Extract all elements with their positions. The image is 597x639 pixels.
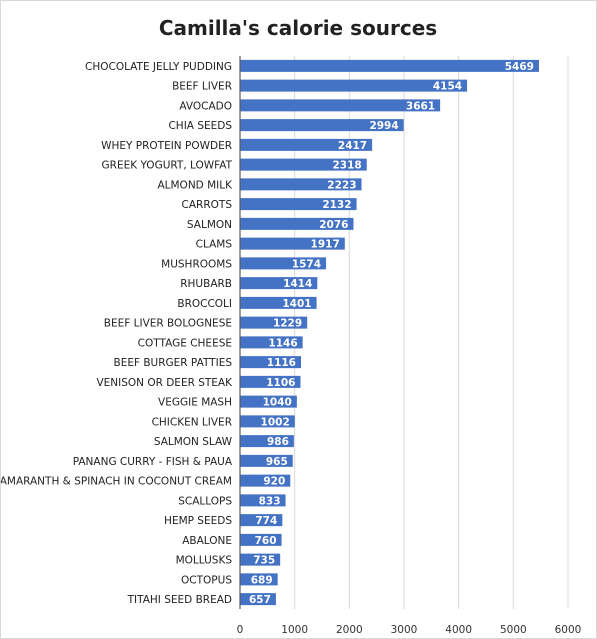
bar bbox=[240, 356, 302, 369]
category-label: PANANG CURRY - FISH & PAUA bbox=[73, 456, 233, 468]
data-label: 1146 bbox=[268, 337, 297, 349]
category-label: BEEF LIVER bbox=[172, 81, 232, 93]
data-label: 1229 bbox=[273, 318, 302, 330]
data-label: 5469 bbox=[505, 61, 534, 73]
bar bbox=[240, 514, 283, 527]
category-label: ABALONE bbox=[182, 535, 232, 547]
category-label: OCTOPUS bbox=[181, 574, 232, 586]
data-label: 2318 bbox=[332, 160, 361, 172]
bar bbox=[240, 119, 404, 132]
bar bbox=[240, 533, 282, 546]
category-label: ALMOND MILK bbox=[157, 179, 233, 191]
bar bbox=[240, 277, 318, 290]
bar bbox=[240, 217, 354, 230]
bar bbox=[240, 237, 345, 250]
x-tick-label: 2000 bbox=[336, 624, 363, 636]
data-label: 3661 bbox=[406, 100, 435, 112]
data-label: 2994 bbox=[369, 120, 398, 132]
category-label: COTTAGE CHEESE bbox=[138, 337, 232, 349]
bar bbox=[240, 553, 281, 566]
data-label: 2076 bbox=[319, 219, 348, 231]
data-label: 965 bbox=[266, 456, 288, 468]
category-label: GREEK YOGURT, LOWFAT bbox=[102, 160, 233, 172]
category-label: MUSHROOMS bbox=[161, 258, 232, 270]
data-label: 1116 bbox=[267, 357, 296, 369]
category-label: WHEY PROTEIN POWDER bbox=[101, 140, 232, 152]
bar bbox=[240, 316, 308, 329]
data-label: 920 bbox=[263, 476, 285, 488]
bar bbox=[240, 395, 297, 408]
bar bbox=[240, 257, 327, 270]
data-label: 1574 bbox=[292, 258, 321, 270]
data-label: 1106 bbox=[266, 377, 295, 389]
category-label: HEMP SEEDS bbox=[164, 515, 232, 527]
category-label: CARROTS bbox=[182, 199, 233, 211]
category-label: SCALLOPS bbox=[178, 495, 232, 507]
x-tick-label: 4000 bbox=[445, 624, 472, 636]
data-label: 2417 bbox=[338, 140, 367, 152]
category-label: BROCCOLI bbox=[177, 298, 232, 310]
x-tick-label: 3000 bbox=[391, 624, 418, 636]
data-label: 774 bbox=[255, 515, 277, 527]
category-label: MOLLUSKS bbox=[176, 555, 233, 567]
x-tick-label: 6000 bbox=[555, 624, 582, 636]
bar bbox=[240, 573, 278, 586]
data-label: 760 bbox=[255, 535, 277, 547]
bar bbox=[240, 494, 286, 507]
data-label: 986 bbox=[267, 436, 289, 448]
category-label: RHUBARB bbox=[180, 278, 232, 290]
bar bbox=[240, 474, 291, 487]
category-label: AVOCADO bbox=[179, 100, 232, 112]
data-label: 2132 bbox=[322, 199, 351, 211]
bars bbox=[240, 59, 539, 606]
bar bbox=[240, 454, 293, 467]
category-label: BEEF LIVER BOLOGNESE bbox=[104, 318, 232, 330]
category-label: VENISON OR DEER STEAK bbox=[96, 377, 233, 389]
data-label: 1002 bbox=[261, 416, 290, 428]
x-tick-label: 0 bbox=[237, 624, 244, 636]
category-label: TITAHI SEED BREAD bbox=[127, 594, 232, 606]
data-label: 735 bbox=[253, 555, 275, 567]
category-label: CLAMS bbox=[196, 239, 233, 251]
x-tick-label: 1000 bbox=[281, 624, 308, 636]
bar bbox=[240, 415, 295, 428]
category-label: SALMON bbox=[187, 219, 232, 231]
category-label: CHIA SEEDS bbox=[168, 120, 232, 132]
bar bbox=[240, 158, 367, 171]
bar bbox=[240, 375, 301, 388]
category-label: SALMON SLAW bbox=[154, 436, 233, 448]
category-label: AMARANTH & SPINACH IN COCONUT CREAM bbox=[1, 476, 232, 488]
bar bbox=[240, 79, 468, 92]
bar bbox=[240, 296, 317, 309]
bar bbox=[240, 138, 373, 151]
bar bbox=[240, 336, 303, 349]
data-label: 4154 bbox=[433, 81, 462, 93]
labels: 0 1000 2000 3000 4000 5000 6000 CHOCOLATE JELLY… bbox=[1, 61, 581, 636]
data-label: 833 bbox=[259, 495, 281, 507]
data-label: 689 bbox=[251, 574, 273, 586]
data-label: 2223 bbox=[327, 179, 356, 191]
category-label: VEGGIE MASH bbox=[158, 397, 232, 409]
data-label: 657 bbox=[249, 594, 271, 606]
data-label: 1040 bbox=[263, 397, 292, 409]
bar bbox=[240, 593, 276, 606]
bar bbox=[240, 178, 362, 191]
bar bbox=[240, 99, 441, 112]
data-label: 1401 bbox=[282, 298, 311, 310]
data-label: 1917 bbox=[311, 239, 340, 251]
category-label: CHICKEN LIVER bbox=[152, 416, 232, 428]
bar bbox=[240, 198, 357, 211]
data-label: 1414 bbox=[283, 278, 312, 290]
chart-title: Camilla's calorie sources bbox=[159, 16, 437, 40]
category-label: CHOCOLATE JELLY PUDDING bbox=[85, 61, 232, 73]
category-label: BEEF BURGER PATTIES bbox=[113, 357, 232, 369]
x-tick-label: 5000 bbox=[500, 624, 527, 636]
bar bbox=[240, 435, 294, 448]
bar bbox=[240, 59, 539, 72]
